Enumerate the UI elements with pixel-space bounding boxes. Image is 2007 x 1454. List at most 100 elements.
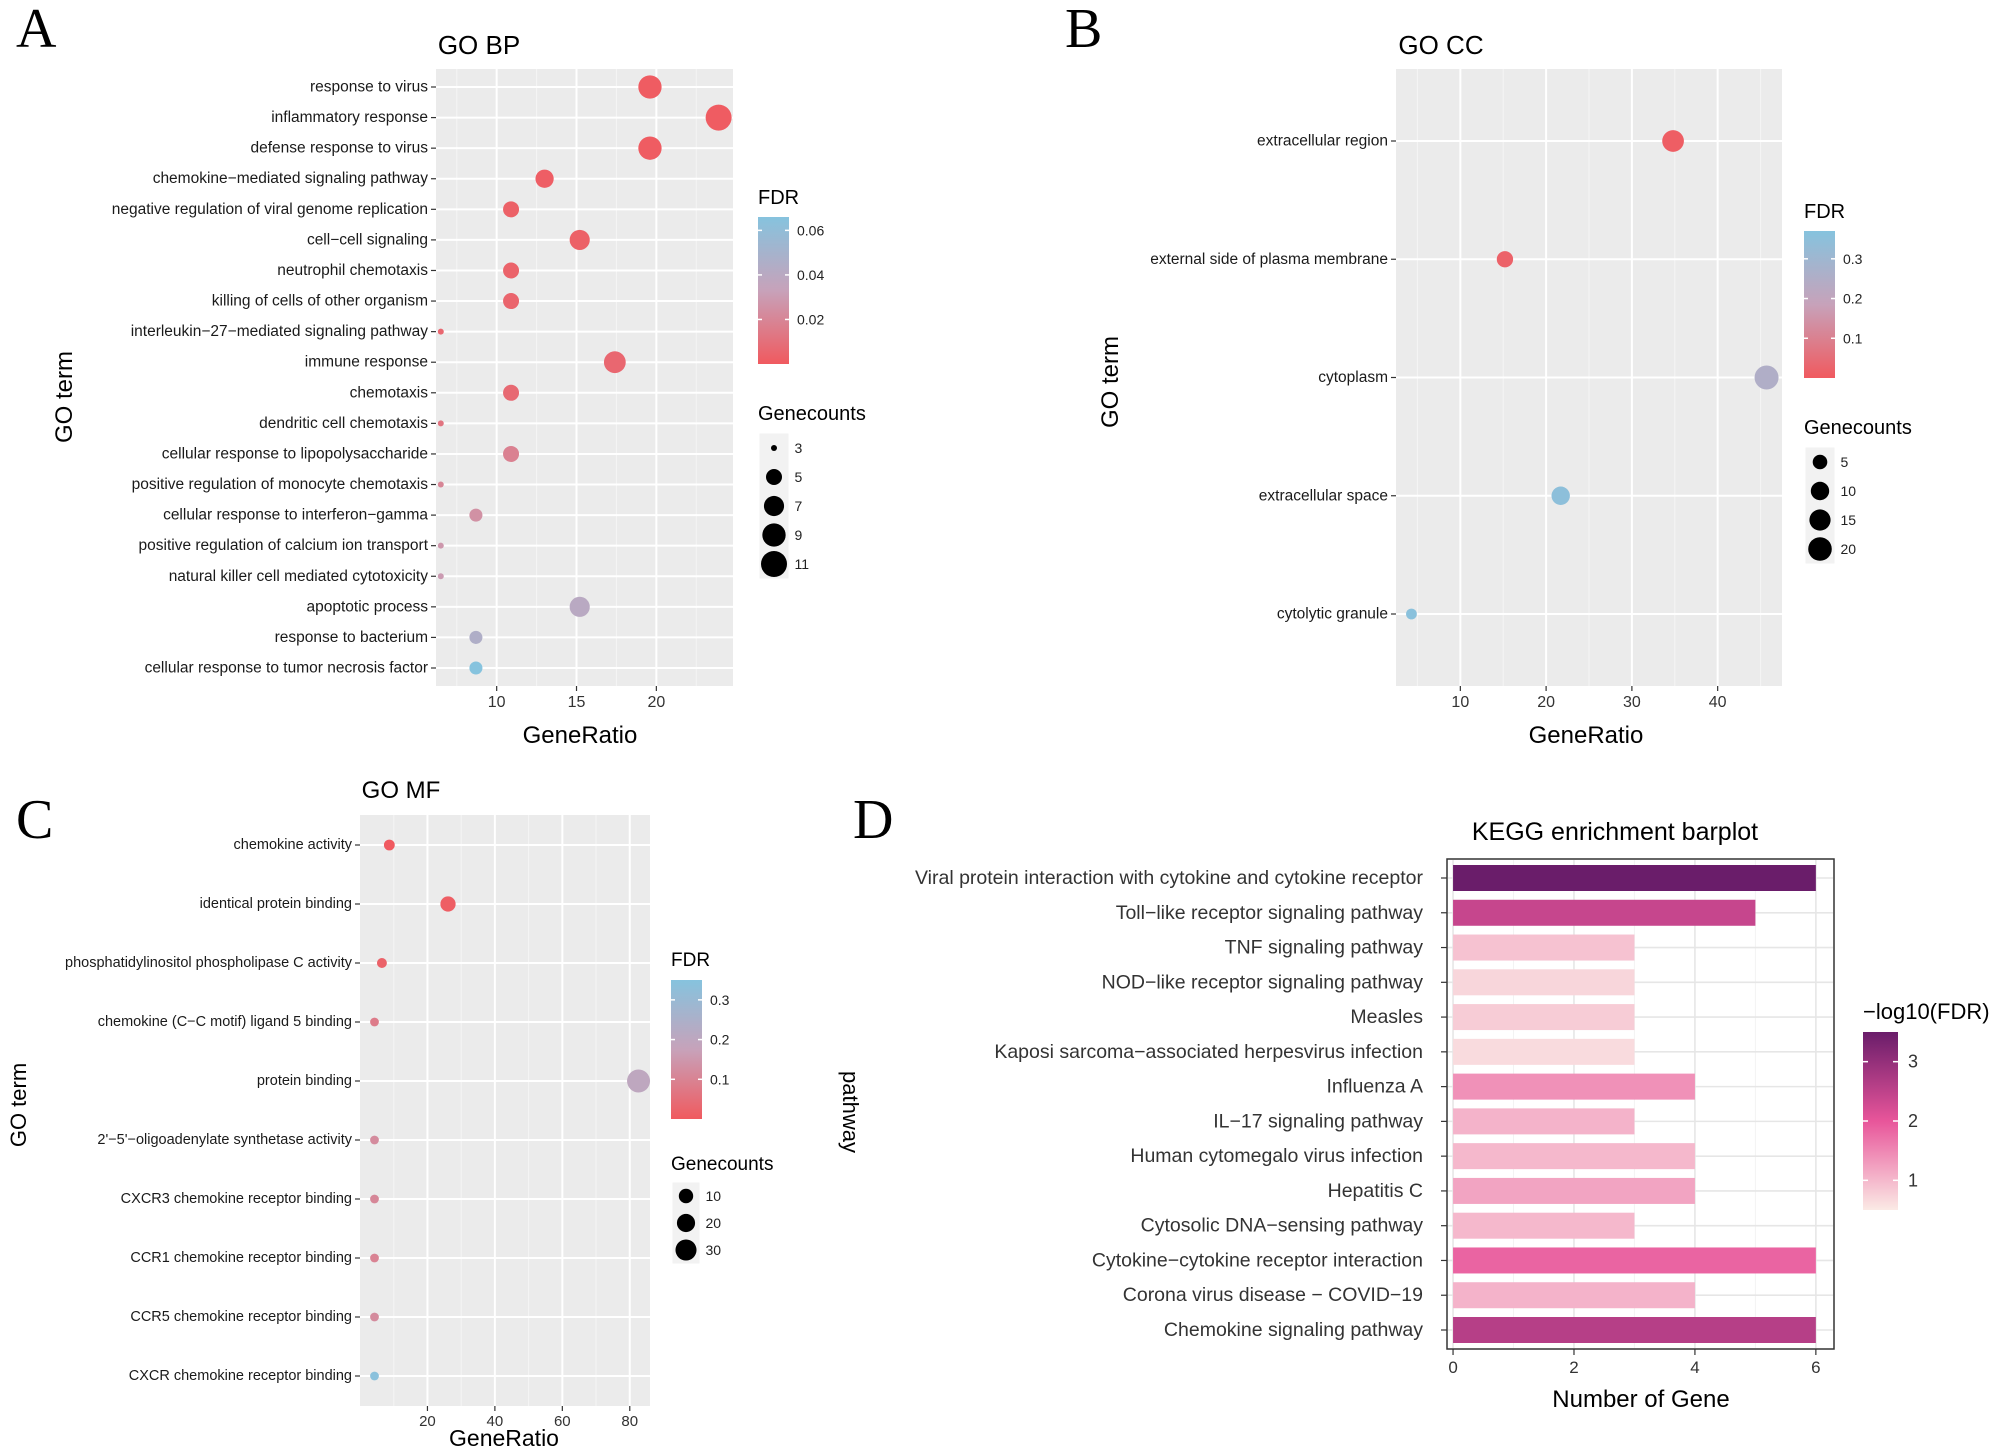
- data-point[interactable]: [469, 661, 483, 675]
- size-key-dot: [766, 469, 782, 485]
- category-label: positive regulation of monocyte chemotax…: [132, 476, 429, 493]
- category-label: cellular response to lipopolysaccharide: [162, 445, 428, 462]
- x-tick-label: 2: [1569, 1358, 1578, 1377]
- bar[interactable]: [1453, 1317, 1816, 1343]
- bar[interactable]: [1453, 865, 1816, 891]
- data-point[interactable]: [1662, 130, 1684, 152]
- log-fdr-legend-title: −log10(FDR): [1863, 999, 1990, 1024]
- data-point[interactable]: [638, 136, 662, 160]
- data-point[interactable]: [437, 481, 444, 488]
- size-key-dot: [762, 523, 786, 547]
- pathway-label: Cytosolic DNA−sensing pathway: [1141, 1215, 1424, 1237]
- category-label: defense response to virus: [251, 140, 429, 157]
- chart-title: GO CC: [1398, 30, 1483, 60]
- data-point[interactable]: [503, 293, 520, 310]
- category-label: response to virus: [310, 79, 428, 96]
- category-label: CCR1 chemokine receptor binding: [130, 1250, 352, 1266]
- category-label: apoptotic process: [307, 598, 429, 615]
- size-key-dot: [771, 445, 777, 451]
- data-point[interactable]: [370, 1135, 379, 1145]
- fdr-colorbar: [671, 980, 702, 1119]
- bar[interactable]: [1453, 1282, 1695, 1309]
- data-point[interactable]: [627, 1069, 651, 1093]
- log-fdr-colorbar: [1863, 1032, 1898, 1210]
- bar[interactable]: [1453, 1038, 1635, 1065]
- data-point[interactable]: [1754, 365, 1779, 390]
- x-tick-label: 20: [1537, 694, 1555, 711]
- bar[interactable]: [1453, 1247, 1816, 1274]
- size-key-dot: [761, 551, 787, 577]
- bar[interactable]: [1453, 1073, 1695, 1100]
- colorbar-label: 0.2: [710, 1032, 730, 1048]
- data-point[interactable]: [1496, 251, 1514, 268]
- size-key-dot: [1809, 509, 1831, 531]
- data-point[interactable]: [370, 1253, 379, 1263]
- chart-title: GO BP: [438, 30, 520, 60]
- data-point[interactable]: [603, 351, 626, 374]
- colorbar-label: 0.1: [1843, 330, 1863, 346]
- data-point[interactable]: [569, 229, 590, 250]
- data-point[interactable]: [503, 262, 520, 279]
- panel-a-go-bp-chart: GO BP GeneRatio GO term FDR Genecounts 1…: [51, 30, 866, 749]
- data-point[interactable]: [437, 420, 444, 427]
- data-point[interactable]: [535, 169, 554, 188]
- data-point[interactable]: [437, 328, 444, 335]
- chart-title: GO MF: [362, 777, 441, 804]
- colorbar-label: 0.02: [797, 311, 824, 327]
- colorbar-label: 3: [1908, 1052, 1918, 1072]
- x-tick-label: 40: [1709, 694, 1727, 711]
- colorbar-label: 0.06: [797, 222, 824, 238]
- data-point[interactable]: [1406, 608, 1417, 620]
- data-point[interactable]: [370, 1312, 379, 1322]
- data-point[interactable]: [503, 201, 520, 218]
- genecounts-legend-title: Genecounts: [758, 403, 866, 425]
- category-label: phosphatidylinositol phospholipase C act…: [65, 955, 353, 971]
- x-tick-label: 60: [554, 1413, 571, 1430]
- category-label: cell−cell signaling: [307, 231, 428, 248]
- size-key-label: 7: [795, 498, 803, 514]
- data-point[interactable]: [383, 839, 395, 851]
- bar[interactable]: [1453, 1177, 1695, 1204]
- pathway-label: Cytokine−cytokine receptor interaction: [1092, 1249, 1423, 1271]
- genecounts-legend-title: Genecounts: [1804, 417, 1912, 439]
- data-point[interactable]: [376, 958, 387, 968]
- category-label: chemokine−mediated signaling pathway: [153, 170, 429, 187]
- data-point[interactable]: [705, 104, 732, 131]
- size-key-label: 15: [1841, 512, 1857, 528]
- bar[interactable]: [1453, 1212, 1635, 1239]
- bar[interactable]: [1453, 969, 1635, 996]
- colorbar-label: 0.1: [710, 1071, 730, 1087]
- category-label: interleukin−27−mediated signaling pathwa…: [131, 323, 429, 340]
- x-tick-label: 4: [1690, 1358, 1699, 1377]
- data-point[interactable]: [1551, 486, 1570, 505]
- data-point[interactable]: [503, 445, 520, 462]
- y-axis-label: GO term: [6, 1063, 31, 1147]
- panel-letter-b: B: [1065, 0, 1102, 60]
- panel-letter-d: D: [853, 789, 893, 851]
- fdr-legend-title: FDR: [758, 187, 799, 209]
- data-point[interactable]: [503, 384, 520, 401]
- category-label: chemotaxis: [350, 384, 429, 401]
- size-key-label: 10: [706, 1188, 722, 1204]
- y-axis-label: pathway: [838, 1071, 863, 1153]
- data-point[interactable]: [440, 896, 456, 912]
- pathway-label: Viral protein interaction with cytokine …: [915, 867, 1423, 889]
- pathway-label: Toll−like receptor signaling pathway: [1116, 902, 1424, 924]
- x-axis-label: Number of Gene: [1552, 1386, 1729, 1413]
- category-label: identical protein binding: [200, 896, 352, 912]
- bar[interactable]: [1453, 1108, 1635, 1135]
- data-point[interactable]: [569, 596, 590, 617]
- bar[interactable]: [1453, 1143, 1695, 1170]
- data-point[interactable]: [370, 1017, 379, 1027]
- data-point[interactable]: [638, 75, 662, 99]
- bar[interactable]: [1453, 899, 1756, 926]
- data-point[interactable]: [469, 630, 483, 644]
- bar[interactable]: [1453, 934, 1635, 961]
- size-key-label: 30: [706, 1242, 722, 1258]
- bar[interactable]: [1453, 1004, 1635, 1031]
- data-point[interactable]: [437, 542, 444, 549]
- data-point[interactable]: [469, 508, 483, 522]
- data-point[interactable]: [370, 1194, 379, 1204]
- data-point[interactable]: [370, 1371, 379, 1381]
- data-point[interactable]: [437, 573, 444, 580]
